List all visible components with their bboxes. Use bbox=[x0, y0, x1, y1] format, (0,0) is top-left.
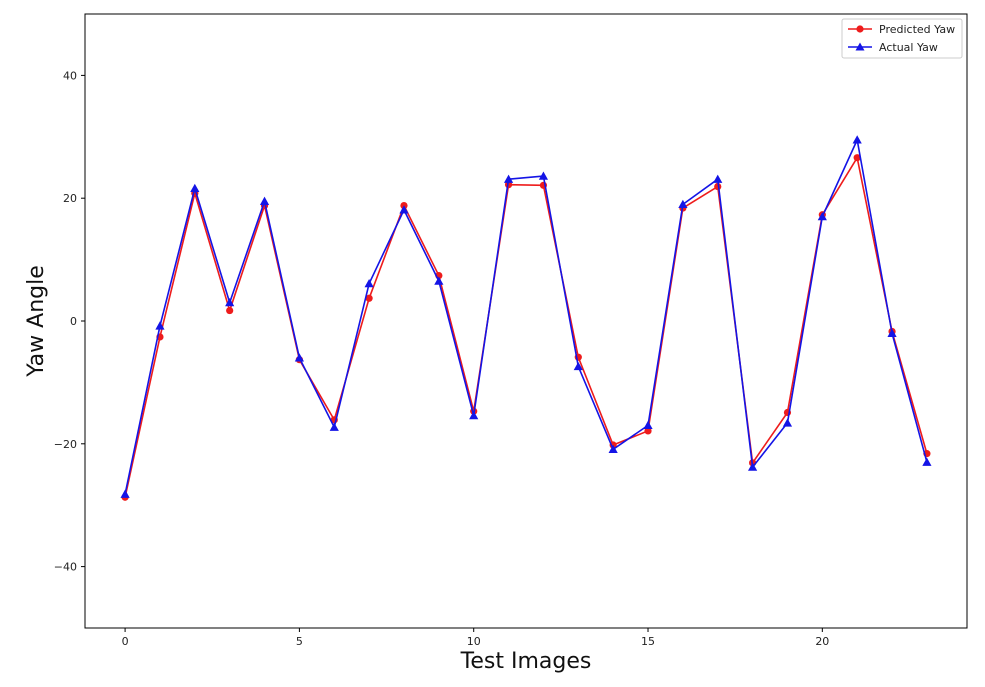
data-point-actual-yaw bbox=[887, 328, 897, 337]
data-point-actual-yaw bbox=[852, 135, 862, 144]
series-line-actual-yaw bbox=[124, 139, 928, 495]
y-tick-label: −40 bbox=[54, 561, 77, 574]
data-point-actual-yaw bbox=[469, 410, 479, 420]
data-point-actual-yaw bbox=[538, 171, 549, 180]
x-axis-ticks: 0 5 10 15 20 bbox=[122, 628, 829, 648]
data-point-actual-yaw bbox=[503, 174, 514, 183]
data-point-actual-yaw bbox=[329, 422, 339, 431]
x-axis-label: Test Images bbox=[460, 649, 592, 674]
legend-marker-actual-yaw bbox=[855, 42, 865, 51]
y-axis-ticks: −40 −20 0 20 40 bbox=[54, 69, 85, 574]
data-point-predicted-yaw bbox=[365, 294, 373, 302]
series-line-predicted-yaw bbox=[124, 156, 928, 498]
data-point-actual-yaw bbox=[155, 321, 165, 330]
y-tick-label: −20 bbox=[54, 438, 77, 451]
data-point-actual-yaw bbox=[120, 489, 130, 498]
data-point-actual-yaw bbox=[678, 199, 688, 209]
legend: Predicted Yaw Actual Yaw bbox=[841, 18, 963, 59]
data-point-actual-yaw bbox=[608, 444, 618, 454]
data-point-actual-yaw bbox=[573, 361, 583, 371]
data-point-actual-yaw bbox=[434, 276, 444, 285]
legend-label-actual-yaw: Actual Yaw bbox=[879, 41, 938, 54]
x-tick-label: 5 bbox=[296, 635, 303, 648]
x-tick-label: 15 bbox=[641, 635, 655, 648]
data-point-actual-yaw bbox=[643, 420, 653, 430]
series-layer bbox=[120, 135, 932, 501]
data-point-actual-yaw bbox=[190, 183, 200, 193]
data-point-predicted-yaw bbox=[853, 154, 861, 162]
y-axis-label: Yaw Angle bbox=[24, 265, 49, 377]
y-tick-label: 40 bbox=[63, 69, 77, 82]
data-point-actual-yaw bbox=[748, 462, 758, 471]
data-point-actual-yaw bbox=[225, 297, 235, 307]
data-point-actual-yaw bbox=[817, 212, 827, 221]
legend-label-predicted-yaw: Predicted Yaw bbox=[879, 23, 955, 36]
x-tick-label: 20 bbox=[815, 635, 829, 648]
data-point-predicted-yaw bbox=[644, 427, 652, 435]
legend-marker-predicted-yaw bbox=[856, 25, 864, 33]
data-point-actual-yaw bbox=[294, 353, 304, 362]
data-point-actual-yaw bbox=[259, 196, 270, 205]
data-point-predicted-yaw bbox=[226, 306, 234, 315]
data-point-actual-yaw bbox=[713, 174, 723, 183]
plot-frame bbox=[84, 13, 968, 629]
x-tick-label: 0 bbox=[122, 635, 129, 648]
data-point-actual-yaw bbox=[782, 418, 793, 427]
data-point-actual-yaw bbox=[364, 278, 374, 288]
y-tick-label: 20 bbox=[63, 192, 77, 205]
data-point-actual-yaw bbox=[922, 457, 932, 466]
data-point-actual-yaw bbox=[399, 205, 409, 214]
y-tick-label: 0 bbox=[70, 315, 77, 328]
x-tick-label: 10 bbox=[467, 635, 481, 648]
